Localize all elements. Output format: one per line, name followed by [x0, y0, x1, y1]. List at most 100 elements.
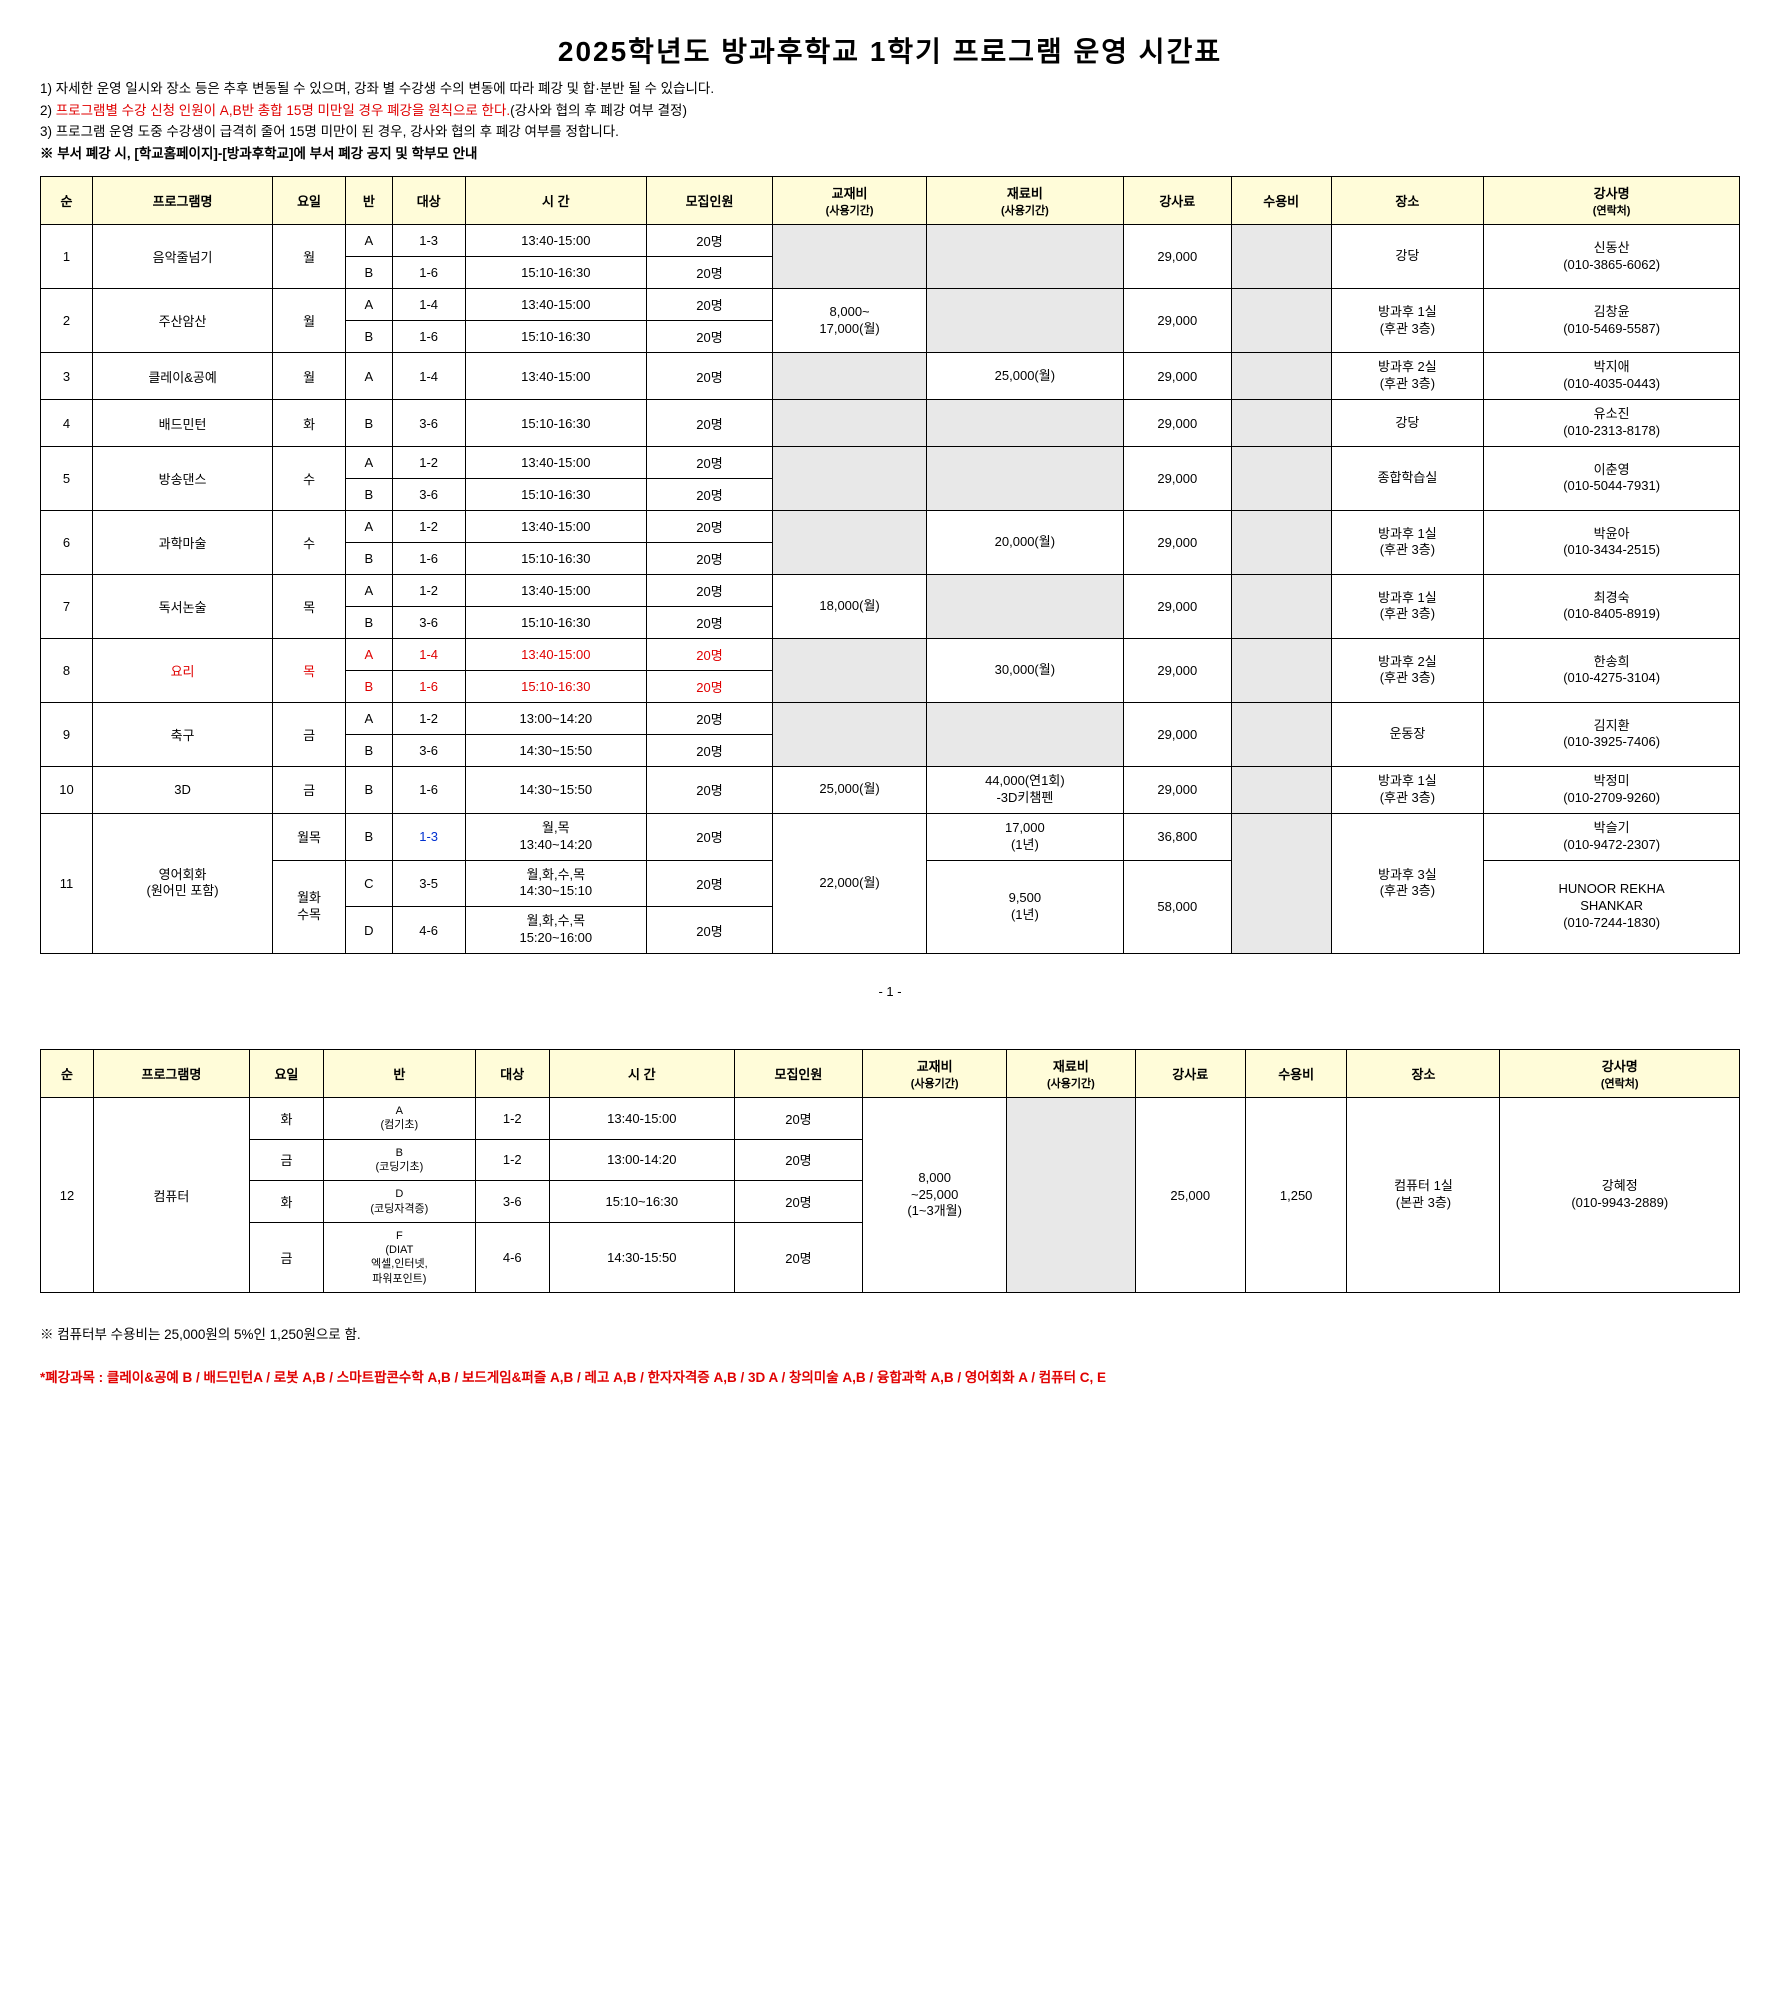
table-cell: 박슬기(010-9472-2307) [1484, 813, 1740, 860]
table-row: 6과학마술수A1-213:40-15:0020명20,000(월)29,000방… [41, 510, 1740, 542]
table-cell: 박지애(010-4035-0443) [1484, 353, 1740, 400]
table-cell: 29,000 [1123, 400, 1231, 447]
table-cell: 월 [273, 353, 346, 400]
table-cell: 20명 [646, 670, 772, 702]
table-cell: 1-6 [392, 670, 465, 702]
table-cell: 20명 [646, 638, 772, 670]
table-cell [927, 446, 1124, 510]
table-cell: 6 [41, 510, 93, 574]
table-cell: 20명 [646, 606, 772, 638]
table-cell: 29,000 [1123, 510, 1231, 574]
table-cell: 금 [249, 1139, 323, 1181]
table-cell: 1-2 [475, 1139, 549, 1181]
table-cell: 1-6 [392, 542, 465, 574]
table-cell [1231, 400, 1331, 447]
table-cell [773, 702, 927, 766]
table-cell: C [346, 860, 393, 907]
table-cell: 3-6 [392, 734, 465, 766]
table-cell: 1-4 [392, 353, 465, 400]
table-cell: 15:10-16:30 [465, 606, 646, 638]
table-cell [927, 702, 1124, 766]
table-cell: 20명 [646, 446, 772, 478]
table-cell: D [346, 907, 393, 954]
table-cell: 14:30-15:50 [549, 1222, 734, 1292]
table-cell: A [346, 289, 393, 321]
table-cell: A [346, 353, 393, 400]
table-cell [927, 289, 1124, 353]
table-cell: 13:40-15:00 [465, 574, 646, 606]
table-cell: 1-2 [392, 702, 465, 734]
table-cell: 30,000(월) [927, 638, 1124, 702]
table-cell: 1-6 [392, 257, 465, 289]
notes-block: 1) 자세한 운영 일시와 장소 등은 추후 변동될 수 있으며, 강좌 별 수… [40, 78, 1740, 164]
table-cell: 13:40-15:00 [465, 289, 646, 321]
table-cell: 방송댄스 [93, 446, 273, 510]
table-cell: 1-4 [392, 638, 465, 670]
table-row: 7독서논술목A1-213:40-15:0020명18,000(월)29,000방… [41, 574, 1740, 606]
table-cell: 5 [41, 446, 93, 510]
table-cell [1231, 766, 1331, 813]
table-cell: 15:10-16:30 [465, 542, 646, 574]
table-cell: B [346, 478, 393, 510]
table-cell: 15:10-16:30 [465, 321, 646, 353]
closed-courses: *폐강과목 : 클레이&공예 B / 배드민턴A / 로봇 A,B / 스마트팝… [40, 1367, 1740, 1390]
table-cell: 주산암산 [93, 289, 273, 353]
table-cell [927, 400, 1124, 447]
table-row: 4배드민턴화B3-615:10-16:3020명29,000강당유소진(010-… [41, 400, 1740, 447]
table-cell: 44,000(연1회)-3D키챔펜 [927, 766, 1124, 813]
table-cell: B [346, 670, 393, 702]
table-cell: 방과후 1실(후관 3층) [1331, 289, 1484, 353]
table-cell: 방과후 1실(후관 3층) [1331, 574, 1484, 638]
col-mat: 재료비(사용기간) [927, 177, 1124, 225]
table-cell: 김창윤(010-5469-5587) [1484, 289, 1740, 353]
table-cell: 요리 [93, 638, 273, 702]
note-2: 2) 프로그램별 수강 신청 인원이 A,B반 총합 15명 미만일 경우 폐강… [40, 100, 1740, 122]
table-cell: 36,800 [1123, 813, 1231, 860]
col-num: 순 [41, 177, 93, 225]
table-cell: 축구 [93, 702, 273, 766]
table-cell: 8 [41, 638, 93, 702]
table-cell [1231, 510, 1331, 574]
table-cell: 20명 [734, 1181, 863, 1223]
table-cell: B [346, 542, 393, 574]
table-row: 1음악줄넘기월A1-313:40-15:0020명29,000강당신동산(010… [41, 225, 1740, 257]
table-cell [927, 225, 1124, 289]
table-cell: 독서논술 [93, 574, 273, 638]
table-cell [1231, 446, 1331, 510]
table-cell [1231, 638, 1331, 702]
table-cell: B [346, 400, 393, 447]
table-cell: D(코딩자격증) [324, 1181, 475, 1223]
table-cell: 14:30~15:50 [465, 766, 646, 813]
table-cell: 20,000(월) [927, 510, 1124, 574]
table-cell: A [346, 446, 393, 478]
table-cell: 1-3 [392, 225, 465, 257]
footnote: ※ 컴퓨터부 수용비는 25,000원의 5%인 1,250원으로 함. [40, 1323, 1740, 1343]
table-cell [1007, 1098, 1135, 1293]
table-cell: 목 [273, 574, 346, 638]
table-cell: 클레이&공예 [93, 353, 273, 400]
col-book: 교재비(사용기간) [773, 177, 927, 225]
table-cell: 배드민턴 [93, 400, 273, 447]
table-cell [773, 446, 927, 510]
table-row: 11영어회화(원어민 포함)월목B1-3월,목13:40~14:2020명22,… [41, 813, 1740, 860]
table-cell: 20명 [646, 907, 772, 954]
table-cell: 13:40-15:00 [465, 638, 646, 670]
table-cell: 화 [249, 1098, 323, 1140]
table-cell: B [346, 606, 393, 638]
table-cell [773, 400, 927, 447]
table-cell: 4-6 [392, 907, 465, 954]
schedule-table-1: 순 프로그램명 요일 반 대상 시 간 모집인원 교재비(사용기간) 재료비(사… [40, 176, 1740, 954]
table-cell: 20명 [646, 289, 772, 321]
table-cell [773, 510, 927, 574]
table-cell [1231, 289, 1331, 353]
table-cell: F(DIAT엑셀,인터넷,파워포인트) [324, 1222, 475, 1292]
table-cell: 13:40-15:00 [465, 353, 646, 400]
table-cell: 1-2 [475, 1098, 549, 1140]
table-row: 9축구금A1-213:00~14:2020명29,000운동장김지환(010-3… [41, 702, 1740, 734]
table-cell: 4-6 [475, 1222, 549, 1292]
table-cell: 월,화,수,목15:20~16:00 [465, 907, 646, 954]
table-cell: 방과후 1실(후관 3층) [1331, 766, 1484, 813]
table-cell: 수 [273, 446, 346, 510]
table-cell [1231, 574, 1331, 638]
table-cell: 방과후 2실(후관 3층) [1331, 638, 1484, 702]
